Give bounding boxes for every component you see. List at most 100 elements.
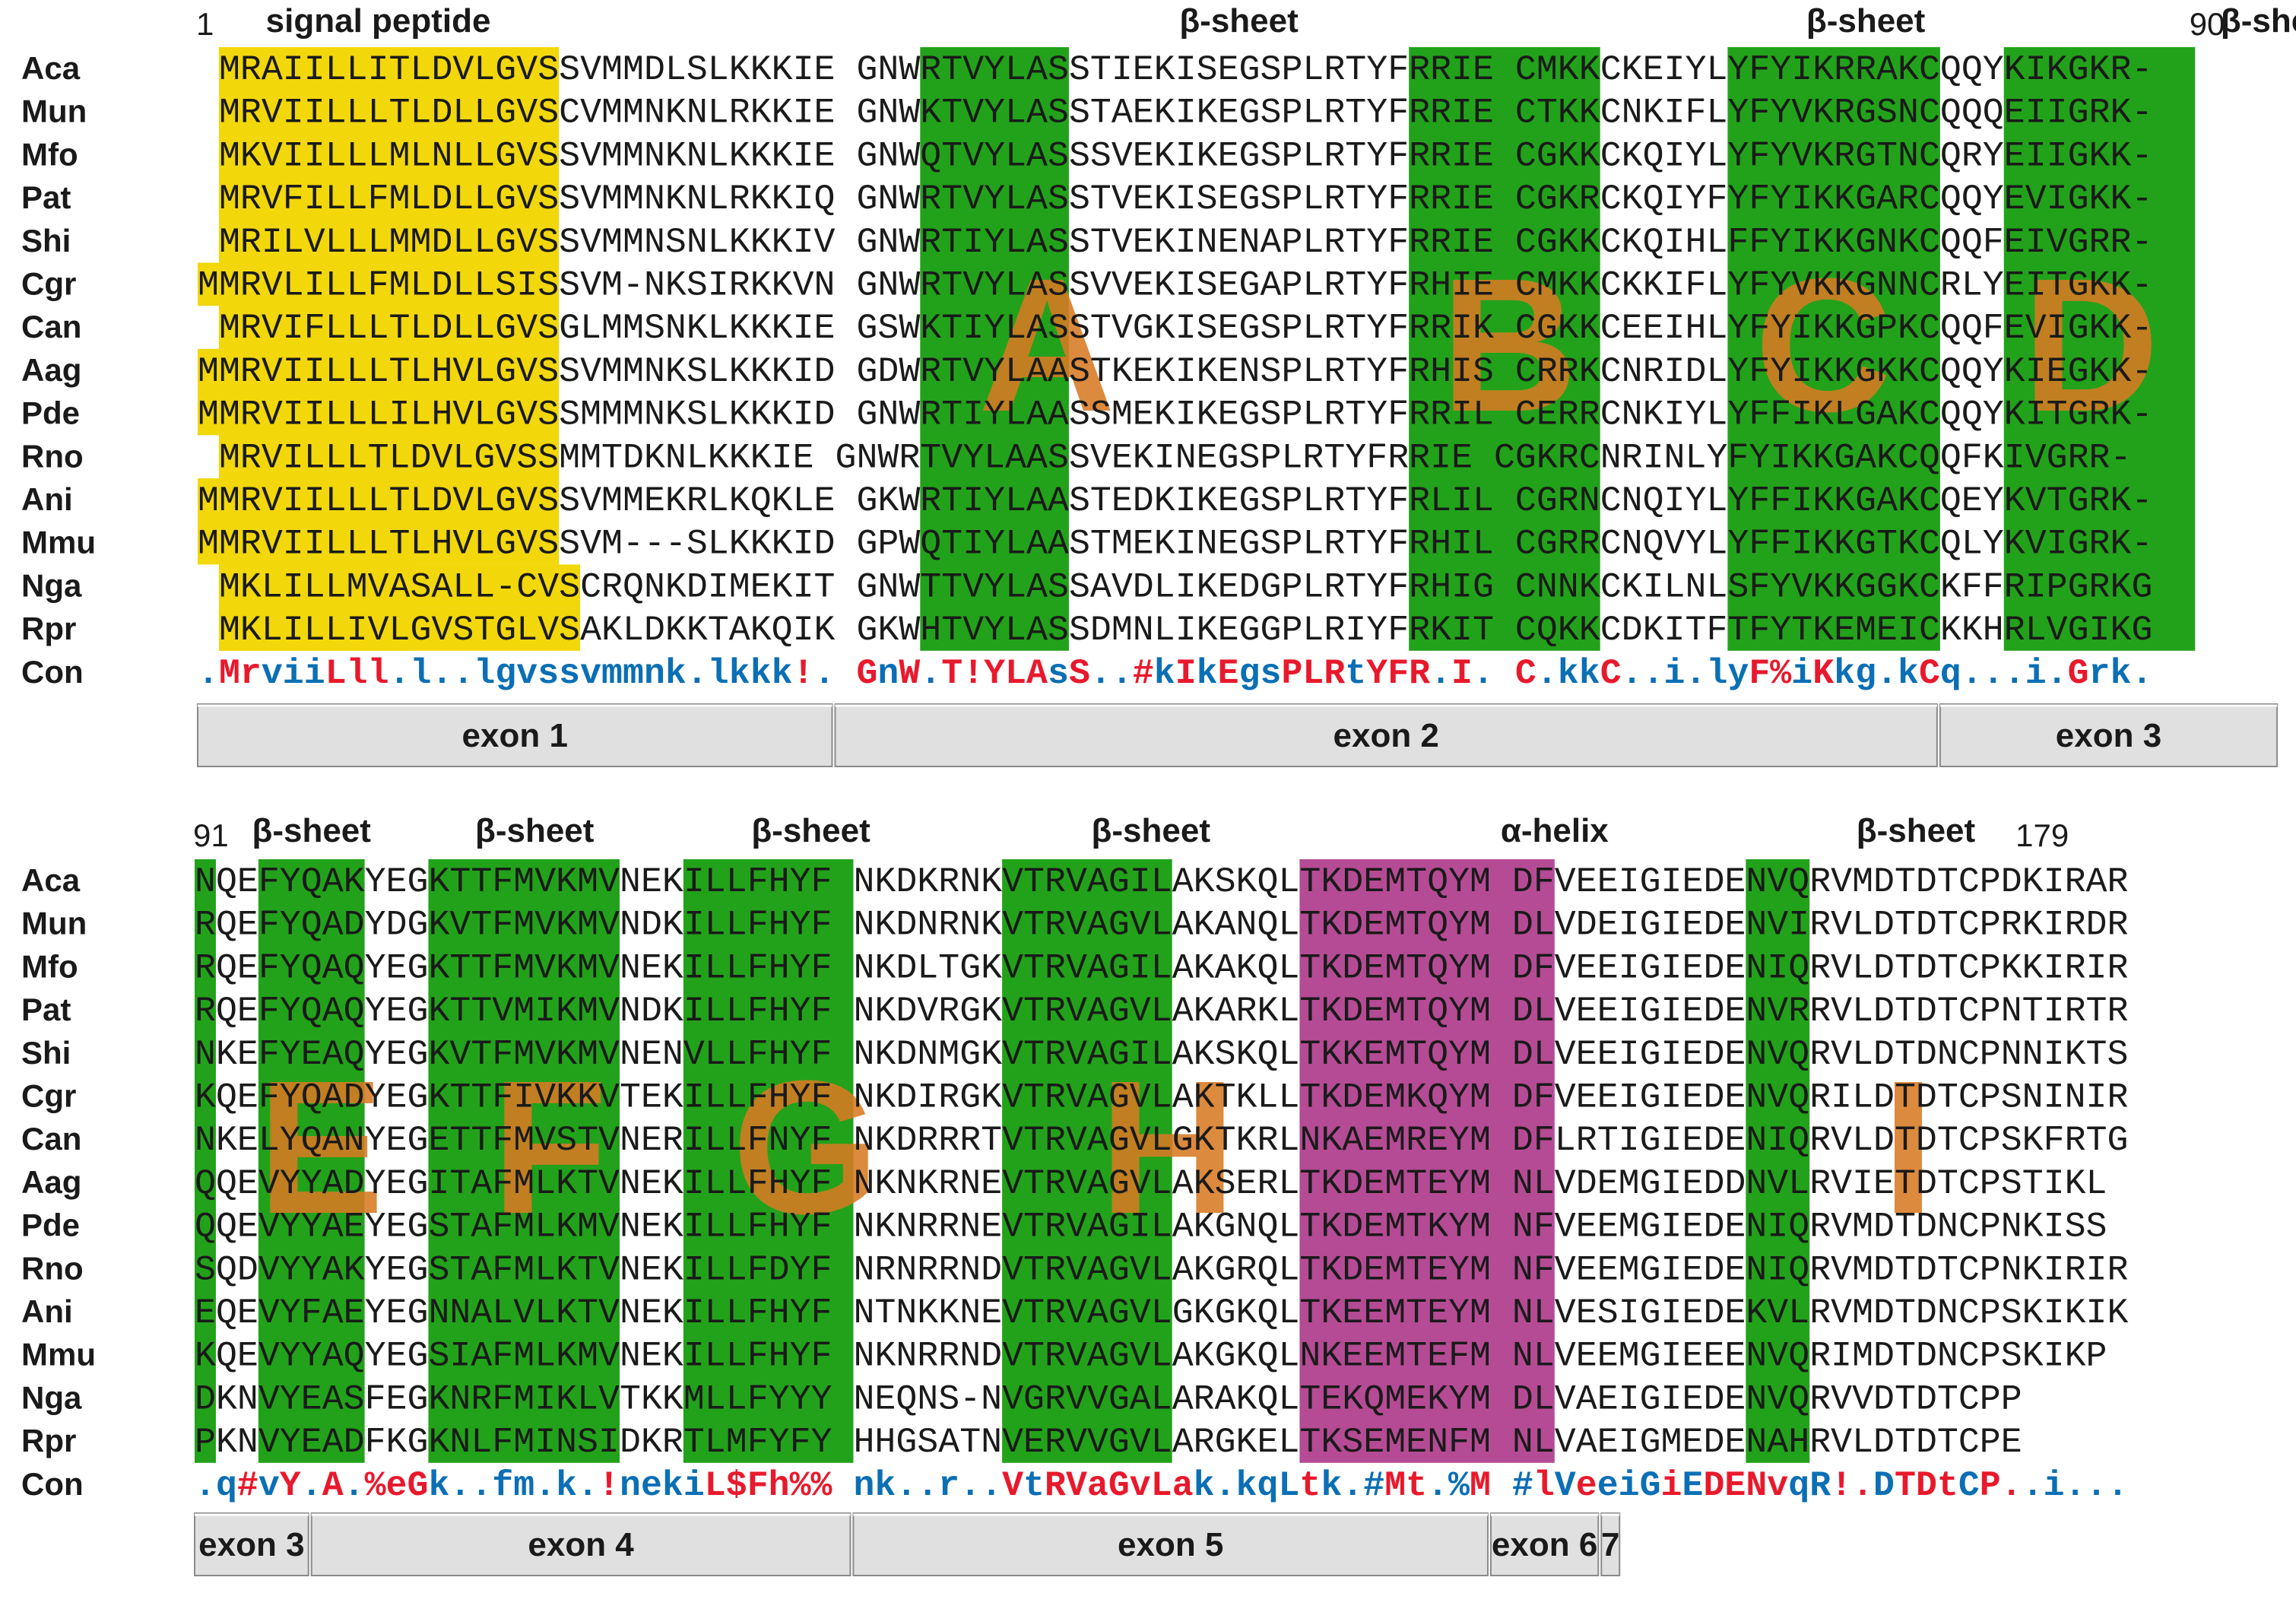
exon-bar: exon 6 [1489, 1512, 1600, 1576]
species-label: Aca [21, 50, 81, 86]
feature-label: β-sheet [1806, 2, 1926, 40]
exon-bar: exon 3 [194, 1512, 309, 1576]
signal-peptide-region [218, 564, 581, 608]
species-label: Ani [21, 481, 73, 517]
sequence-row: PKNVYEADFKGKNLFMINSIDKRTLMFYFY HHGSATNVE… [195, 1422, 2022, 1462]
feature-label: β-sheet [1092, 812, 1211, 849]
signal-peptide-region [218, 47, 560, 565]
species-label: Mun [21, 906, 87, 941]
beta-sheet-region [1746, 859, 1810, 1463]
svg-text:exon 2: exon 2 [1334, 717, 1439, 754]
sequence-row: QQEVYYADYEGITAFMLKTVNEKILLFHYF NKNKRNEVT… [195, 1163, 2107, 1204]
feature-label: β-sheet [475, 812, 595, 849]
species-label: Pat [21, 179, 71, 215]
consensus-row: .MrviiLll.l..lgvssvmmnk.lkkk!. GnW.T!YLA… [198, 653, 2152, 693]
sequence-row: RQEFYQAQYEGKTTVMIKMVNDKILLFHYF NKDVRGKVT… [195, 991, 2128, 1031]
sequence-row: MRAIILLITLDVLGVSSVMMDLSLKKKIE GNWRTVYLAS… [198, 49, 2152, 90]
region-letter-c: C [1755, 239, 1892, 451]
beta-sheet-region [920, 47, 1069, 651]
species-label: Mfo [21, 136, 78, 172]
beta-sheet-region [428, 859, 620, 1463]
consensus-label: Con [21, 654, 84, 690]
svg-text:exon 1: exon 1 [462, 717, 568, 754]
sequence-row: QQEVYYAEYEGSTAFMLKMVNEKILLFHYF NKNRRNEVT… [195, 1207, 2107, 1247]
beta-sheet-region [195, 859, 216, 1463]
sequence-row: NKEFYEAQYEGKVTFMVKMVNENVLLFHYF NKDNMGKVT… [195, 1034, 2128, 1074]
region-letter-i: I [1882, 1041, 1934, 1253]
highlight-layer [195, 47, 2196, 1463]
exon-bar: exon 4 [310, 1512, 851, 1576]
feature-label: signal peptide [266, 2, 491, 40]
sequence-row: MRVIILLLTLDLLGVSCVMMNKNLRKKIE GNWKTVYLAS… [198, 93, 2152, 133]
sequence-row: MMRVIILLLILHVLGVSSMMMNKSLKKKID GNWRTIYLA… [198, 395, 2152, 435]
region-letter-h: H [1099, 1041, 1237, 1253]
end-position-label: 179 [2015, 817, 2069, 853]
signal-peptide-region [198, 478, 219, 565]
svg-text:exon 3: exon 3 [198, 1526, 304, 1563]
exon-bar: exon 1 [197, 703, 833, 767]
feature-label: β-sheet [751, 812, 871, 849]
svg-text:exon 6: exon 6 [1492, 1526, 1597, 1563]
sequence-row: MRVIFLLLTLDLLGVSGLMMSNKLKKKIE GSWKTIYLAS… [198, 308, 2152, 348]
signal-peptide-region [218, 608, 581, 651]
sequence-row: KQEVYYAQYEGSIAFMLKMVNEKILLFHYF NKNRRNDVT… [195, 1336, 2107, 1376]
sequence-row: MKLILLIVLGVSTGLVSAKLDKKTAKQIK GKWHTVYLAS… [198, 610, 2152, 650]
species-label: Pde [21, 395, 80, 431]
species-label: Rpr [21, 611, 76, 646]
consensus-row: .q#vY.A.%eGk..fm.k.!nekiL$Fh%% nk..r..Vt… [195, 1465, 2128, 1506]
sequence-row: RQEFYQADYDGKVTFMVKMVNDKILLFHYF NKDNRNKVT… [195, 905, 2128, 945]
species-label: Mmu [21, 1337, 96, 1373]
sequence-row: EQEVYFAEYEGNNALVLKTVNEKILLFHYF NTNKKNEVT… [195, 1293, 2129, 1333]
beta-sheet-region [1002, 859, 1172, 1463]
sequence-row: DKNVYEASFEGKNRFMIKLVTKKMLLFYYY NEQNS-NVG… [195, 1379, 2022, 1419]
species-label: Mmu [21, 525, 96, 560]
svg-text:exon 3: exon 3 [2056, 717, 2161, 754]
species-label: Pat [21, 992, 71, 1027]
svg-text:exon 4: exon 4 [528, 1526, 634, 1563]
exon-bar: exon 2 [834, 703, 1938, 767]
species-label: Ani [21, 1293, 73, 1329]
species-label: Rno [21, 1250, 84, 1286]
beta-sheet-region [1727, 47, 1940, 651]
region-letter-f: F [492, 1041, 608, 1253]
region-letters-layer: A B C D E F G H I [258, 239, 2160, 1253]
feature-label: β-sheet [1857, 812, 1976, 849]
species-label: Mfo [21, 948, 78, 984]
start-position-label: 91 [193, 817, 229, 853]
region-letter-g: G [732, 1041, 880, 1253]
species-label: Can [21, 1121, 81, 1157]
sequence-row: MRVFILLFMLDLLGVSSVMMNKNLRKKIQ GNWRTVYLAS… [198, 179, 2152, 219]
sequence-row: NQEFYQAKYEGKTTFMVKMVNEKILLFHYF NKDKRNKVT… [195, 862, 2128, 902]
sequence-row: MKLILLMVASALL-CVSCRQNKDIMEKIT GNWTTVYLAS… [198, 566, 2152, 607]
species-label: Can [21, 309, 81, 344]
region-letter-e: E [258, 1041, 385, 1253]
beta-sheet-region [683, 859, 854, 1463]
beta-sheet-region [258, 859, 365, 1463]
sequence-row: KQEFYQADYEGKTTFIVKKVTEKILLFHYF NKDIRGKVT… [195, 1077, 2128, 1118]
exon-bar: exon 3 [1939, 703, 2279, 767]
species-label: Shi [21, 223, 71, 259]
beta-sheet-region [2003, 47, 2196, 651]
species-label: Rno [21, 438, 84, 474]
exon-bar: 7 [1600, 1512, 1621, 1576]
species-label: Aag [21, 1164, 81, 1200]
species-label: Shi [21, 1035, 71, 1071]
sequence-row: MRVILLLTLDVLGVSSMMTDKNLKKKIE GNWRTVYLAAS… [198, 437, 2131, 478]
species-label: Cgr [21, 266, 76, 302]
feature-label: β-sheet [2221, 2, 2296, 40]
consensus-label: Con [21, 1466, 84, 1502]
sequence-row: MMRVIILLLTLHVLGVSSVM---SLKKKID GPWQTIYLA… [198, 524, 2152, 564]
species-label: Rpr [21, 1423, 76, 1458]
region-letter-b: B [1441, 239, 1578, 451]
sequence-row: RQEFYQAQYEGKTTFMVKMVNEKILLFHYF NKDLTGKVT… [195, 947, 2128, 988]
sequence-row: SQDVYYAKYEGSTAFMLKTVNEKILLFDYF NRNRRNDVT… [195, 1249, 2128, 1290]
start-position-label: 1 [196, 6, 214, 42]
species-label: Aca [21, 862, 81, 898]
alpha-helix-region [1299, 859, 1555, 1463]
exon-bar: exon 5 [852, 1512, 1489, 1576]
species-label: Mun [21, 94, 87, 129]
region-letter-a: A [978, 239, 1116, 451]
species-label: Nga [21, 567, 82, 603]
end-position-label: 90 [2190, 6, 2225, 42]
